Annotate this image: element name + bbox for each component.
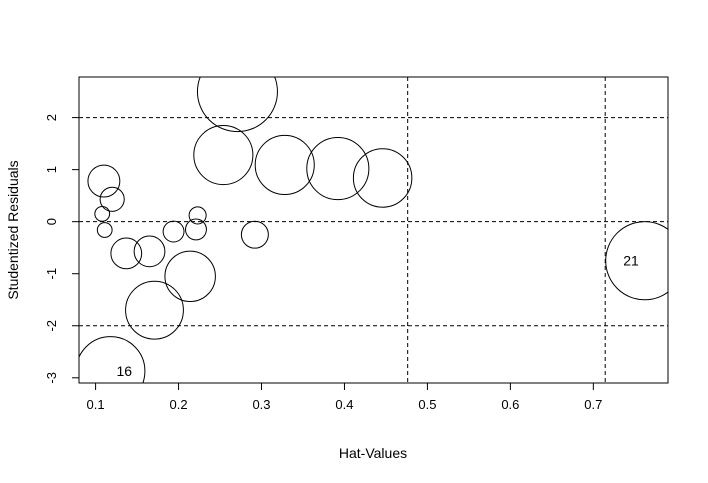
y-tick-label-0: -3 bbox=[44, 372, 59, 384]
data-point-16 bbox=[306, 137, 370, 201]
x-tick-label-0: 0.1 bbox=[87, 397, 105, 412]
data-point-0 bbox=[87, 164, 121, 198]
data-point-13 bbox=[193, 125, 254, 186]
x-tick-label-2: 0.3 bbox=[252, 397, 270, 412]
y-tick-label-5: 2 bbox=[44, 114, 59, 121]
x-axis-title: Hat-Values bbox=[339, 445, 407, 461]
data-points bbox=[79, 77, 668, 383]
data-point-9 bbox=[240, 220, 269, 249]
point-label-21: 21 bbox=[623, 253, 639, 269]
reference-lines bbox=[79, 77, 668, 383]
y-tick-label-1: -2 bbox=[44, 320, 59, 332]
data-point-10 bbox=[164, 250, 216, 303]
data-point-2 bbox=[96, 222, 113, 238]
data-point-6 bbox=[162, 220, 185, 243]
y-axis-title: Studentized Residuals bbox=[5, 160, 21, 299]
data-point-4 bbox=[110, 237, 143, 270]
x-tick-label-1: 0.2 bbox=[170, 397, 188, 412]
data-point-12 bbox=[79, 336, 146, 383]
data-point-14 bbox=[196, 77, 278, 133]
data-point-3 bbox=[99, 186, 125, 212]
data-point-18 bbox=[605, 221, 668, 301]
data-point-11 bbox=[125, 280, 184, 340]
data-point-7 bbox=[185, 218, 207, 241]
x-axis: 0.1 0.2 0.3 0.4 0.5 0.6 0.7 bbox=[87, 383, 602, 412]
point-label-16: 16 bbox=[117, 363, 133, 379]
x-tick-label-4: 0.5 bbox=[418, 397, 436, 412]
x-tick-label-3: 0.4 bbox=[335, 397, 353, 412]
data-point-5 bbox=[133, 235, 166, 268]
y-axis: -3 -2 -1 0 1 2 bbox=[44, 114, 79, 384]
data-point-1 bbox=[94, 205, 111, 222]
x-tick-label-5: 0.6 bbox=[501, 397, 519, 412]
data-point-17 bbox=[352, 148, 413, 208]
y-tick-label-2: -1 bbox=[44, 268, 59, 280]
x-tick-label-6: 0.7 bbox=[584, 397, 602, 412]
data-point-8 bbox=[188, 206, 207, 225]
y-tick-label-3: 0 bbox=[44, 218, 59, 225]
data-point-15 bbox=[254, 134, 315, 195]
plot-frame bbox=[78, 76, 669, 384]
y-tick-label-4: 1 bbox=[44, 166, 59, 173]
